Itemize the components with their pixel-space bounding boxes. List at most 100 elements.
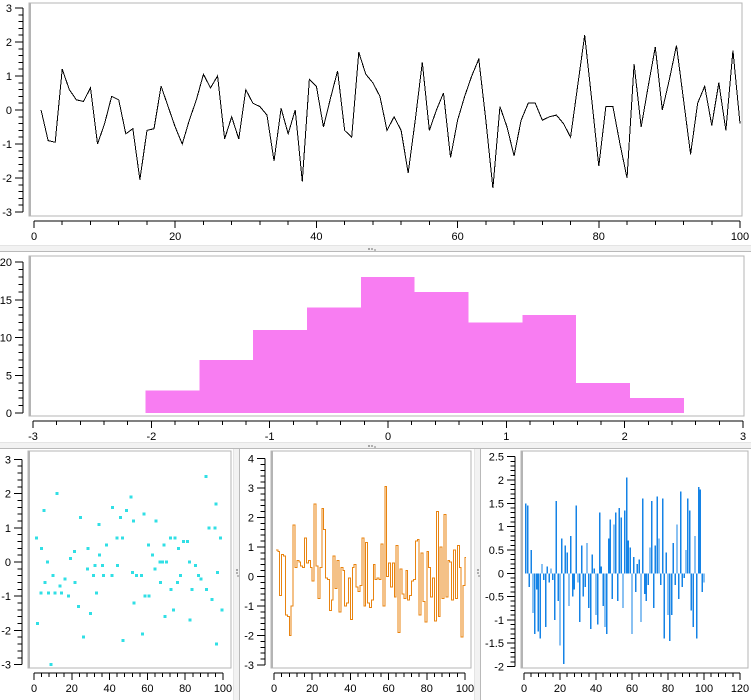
- y-tick-label: -1: [1, 591, 11, 603]
- x-tick-label: 0: [31, 231, 37, 243]
- scatter-canvas[interactable]: 3 2 1 0 -1 -2 -3 0 20 40 60 80 100: [0, 449, 233, 700]
- x-tick-label: 0: [521, 683, 527, 695]
- histogram-canvas[interactable]: 20 15 10 5 0 -3 -2 -1 0 1 2 3: [0, 252, 751, 442]
- axes: [257, 458, 466, 680]
- step-chart-canvas[interactable]: 4 3 2 1 0 -1 -2 -3 0 20 40 60 80 100: [240, 449, 474, 700]
- x-tick-label: 100: [214, 683, 232, 695]
- y-tick-label: 5: [6, 370, 12, 382]
- y-tick-label: 0: [248, 572, 254, 584]
- x-tick-label: 80: [662, 683, 674, 695]
- y-tick-label: 1: [6, 71, 12, 83]
- x-tick-label: 3: [740, 431, 746, 442]
- x-tick-label: -3: [28, 431, 38, 442]
- x-tick-label: 40: [344, 683, 356, 695]
- y-tick-label: 4: [248, 454, 254, 466]
- splitter-handle-icon: [236, 569, 238, 571]
- y-tick-label: 15: [0, 295, 12, 307]
- y-tick-label: 3: [6, 3, 12, 15]
- histogram-series: [145, 277, 684, 413]
- y-tick-label: 3: [248, 483, 254, 495]
- y-tick-label: 2.5: [489, 452, 504, 464]
- x-tick-label: 40: [590, 683, 602, 695]
- y-tick-label: -3: [244, 660, 254, 672]
- bar-chart-panel: 2.5 2 1.5 1 0.5 0 -0.5 -1 -1.5 -2 0 20 40 60 80 100 120: [481, 449, 751, 700]
- y-tick-label: -1: [494, 615, 504, 627]
- x-tick-label: 2: [622, 431, 628, 442]
- y-tick-label: -1: [244, 601, 254, 613]
- x-tick-label: 100: [731, 231, 749, 243]
- x-tick-label: 80: [593, 231, 605, 243]
- y-tick-label: 0: [5, 557, 11, 569]
- y-tick-label: 2: [498, 475, 504, 487]
- line-chart-canvas[interactable]: 3 2 1 0 -1 -2 -3 0 20 40 60 80 100: [0, 0, 751, 245]
- x-tick-label: 20: [306, 683, 318, 695]
- histogram-panel: 20 15 10 5 0 -3 -2 -1 0 1 2 3: [0, 252, 751, 442]
- plot-frame: [28, 2, 743, 217]
- scatter-series: [35, 475, 224, 667]
- x-tick-label: 20: [66, 683, 78, 695]
- x-tick-label: 20: [169, 231, 181, 243]
- y-tick-label: 1: [498, 522, 504, 534]
- x-tick-label: 100: [456, 683, 474, 695]
- x-tick-label: 20: [554, 683, 566, 695]
- bar-chart-canvas[interactable]: 2.5 2 1.5 1 0.5 0 -0.5 -1 -1.5 -2 0 20 40 60 80 100 120: [481, 449, 751, 700]
- y-tick-label: 20: [0, 257, 12, 269]
- x-tick-label: 0: [31, 683, 37, 695]
- y-tick-label: 2: [248, 513, 254, 525]
- y-tick-label: -3: [2, 207, 12, 219]
- y-tick-label: 0: [6, 105, 12, 117]
- vertical-splitter-right[interactable]: [474, 449, 481, 700]
- x-tick-label: 0: [385, 431, 391, 442]
- x-tick-label: 1: [503, 431, 509, 442]
- x-tick-label: -2: [146, 431, 156, 442]
- x-tick-label: 120: [731, 683, 749, 695]
- x-tick-label: 60: [451, 231, 463, 243]
- x-tick-label: 100: [695, 683, 713, 695]
- horizontal-splitter-top[interactable]: [0, 245, 751, 252]
- x-tick-label: -1: [265, 431, 275, 442]
- splitter-handle-icon: [477, 569, 479, 571]
- x-tick-label: 60: [382, 683, 394, 695]
- x-tick-label: 0: [271, 683, 277, 695]
- axes: [14, 458, 224, 680]
- step-chart-panel: 4 3 2 1 0 -1 -2 -3 0 20 40 60 80 100: [240, 449, 474, 700]
- y-tick-label: 0: [498, 568, 504, 580]
- x-tick-label: 40: [310, 231, 322, 243]
- y-tick-label: -2: [244, 631, 254, 643]
- step-series: [275, 486, 466, 638]
- line-chart-panel: 3 2 1 0 -1 -2 -3 0 20 40 60 80 100: [0, 0, 751, 245]
- line-series: [40, 35, 741, 189]
- scatter-panel: 3 2 1 0 -1 -2 -3 0 20 40 60 80 100: [0, 449, 233, 700]
- x-tick-label: 80: [421, 683, 433, 695]
- y-tick-label: -2: [494, 662, 504, 674]
- y-tick-label: -1: [2, 139, 12, 151]
- x-tick-label: 60: [141, 683, 153, 695]
- axes: [507, 456, 741, 680]
- y-tick-label: 0: [6, 408, 12, 420]
- bars-series: [525, 477, 705, 665]
- y-tick-label: -2: [1, 625, 11, 637]
- axes: [15, 261, 744, 428]
- x-tick-label: 80: [179, 683, 191, 695]
- x-tick-label: 60: [626, 683, 638, 695]
- axes: [15, 7, 741, 228]
- y-tick-label: 3: [5, 454, 11, 466]
- plot-frame: [270, 450, 472, 669]
- splitter-handle-icon: [368, 445, 370, 447]
- splitter-handle-icon: [368, 248, 370, 250]
- y-tick-label: 2: [6, 37, 12, 49]
- horizontal-splitter-bottom[interactable]: [0, 442, 751, 449]
- x-tick-label: 40: [103, 683, 115, 695]
- y-tick-label: -2: [2, 173, 12, 185]
- y-tick-label: 1: [5, 523, 11, 535]
- y-tick-label: 1: [248, 542, 254, 554]
- plot-frame: [27, 450, 232, 669]
- y-tick-label: 10: [0, 333, 12, 345]
- vertical-splitter-left[interactable]: [233, 449, 240, 700]
- y-tick-label: 0.5: [489, 545, 504, 557]
- y-tick-label: -1.5: [485, 638, 504, 650]
- y-tick-label: -3: [1, 660, 11, 672]
- y-tick-label: 1.5: [489, 498, 504, 510]
- y-tick-label: -0.5: [485, 592, 504, 604]
